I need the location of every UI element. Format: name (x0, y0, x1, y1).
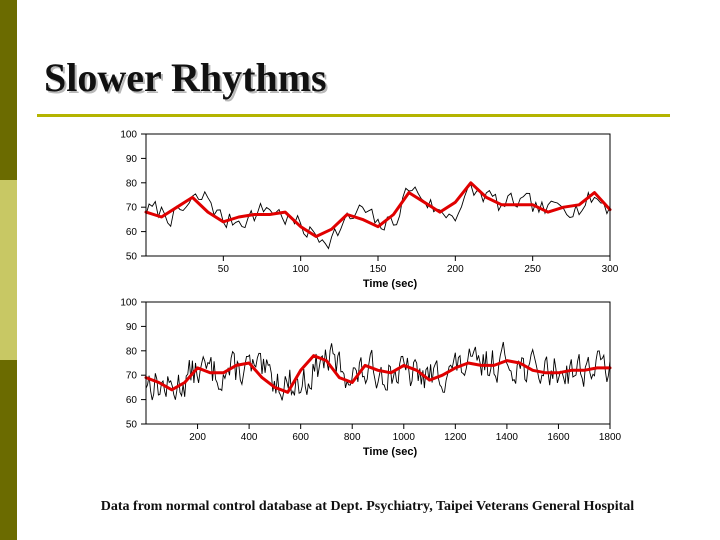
x-tick-label: 250 (524, 264, 541, 275)
x-tick-label: 150 (370, 264, 387, 275)
sidebar-block-light (0, 180, 17, 360)
smoothed-rhythm-line (144, 354, 612, 394)
x-tick-label: 1200 (444, 432, 467, 443)
x-tick-label: 200 (189, 432, 206, 443)
y-tick-label: 60 (126, 395, 138, 406)
x-tick-label: 400 (241, 432, 258, 443)
slide-title: Slower Rhythms (44, 55, 327, 100)
y-tick-label: 50 (126, 420, 138, 431)
smoothed-rhythm-line (144, 181, 612, 238)
sidebar-block-olive (0, 360, 17, 540)
y-tick-label: 60 (126, 227, 138, 238)
x-tick-label: 600 (292, 432, 309, 443)
plot-frame (145, 133, 611, 257)
y-tick-label: 80 (126, 178, 138, 189)
y-tick-label: 90 (126, 322, 138, 333)
raw-heart-rate-line (145, 341, 611, 401)
y-tick-label: 100 (120, 298, 137, 309)
y-tick-label: 50 (126, 252, 138, 263)
x-tick-label: 200 (447, 264, 464, 275)
sidebar-block-dark (0, 0, 17, 180)
x-tick-label: 1800 (599, 432, 622, 443)
y-tick-label: 100 (120, 130, 137, 141)
x-tick-label: 50 (218, 264, 230, 275)
y-tick-label: 70 (126, 203, 138, 214)
heart-rate-chart-300s: 50 60 70 80 90 100 50 100 150 200 250 300 Time (sec) (120, 130, 619, 291)
title-divider (37, 114, 670, 117)
y-tick-label: 80 (126, 346, 138, 357)
x-tick-label: 800 (344, 432, 361, 443)
x-axis-label: Time (sec) (363, 446, 418, 458)
plot-frame (145, 301, 611, 425)
y-tick-label: 90 (126, 154, 138, 165)
slide-caption: Data from normal control database at Dep… (100, 499, 635, 514)
y-tick-label: 70 (126, 371, 138, 382)
x-tick-label: 1600 (547, 432, 570, 443)
x-tick-label: 100 (292, 264, 309, 275)
x-tick-label: 300 (602, 264, 619, 275)
heart-rate-chart-1800s: 50 60 70 80 90 100 200 400 600 800 1000 1200 1400 160… (120, 298, 622, 459)
x-tick-label: 1000 (393, 432, 416, 443)
sidebar-accent (0, 0, 17, 540)
x-axis-label: Time (sec) (363, 278, 418, 290)
x-tick-label: 1400 (496, 432, 519, 443)
